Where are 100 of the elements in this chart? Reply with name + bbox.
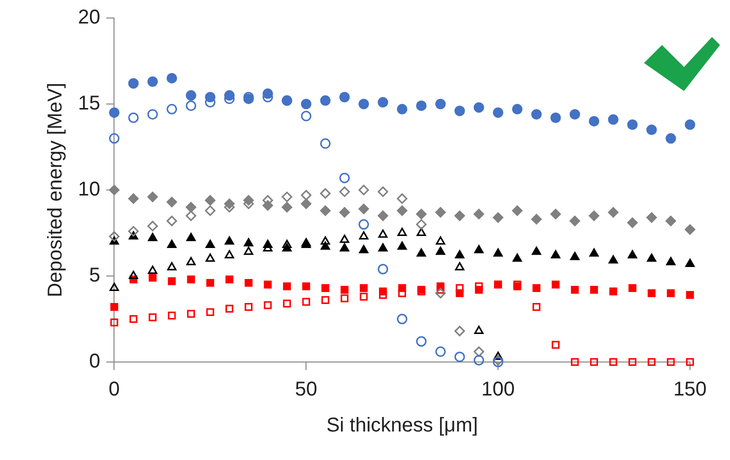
point (512, 205, 523, 216)
point (243, 195, 254, 206)
point (474, 346, 484, 357)
point (570, 286, 579, 294)
point (552, 280, 560, 289)
point (532, 303, 540, 311)
point (686, 358, 694, 366)
point (570, 358, 579, 366)
point (128, 78, 139, 89)
point (396, 314, 408, 324)
point (167, 240, 176, 248)
point (627, 119, 638, 130)
point (436, 236, 446, 245)
point (646, 124, 657, 136)
point (435, 207, 446, 218)
point (493, 352, 503, 360)
point (108, 133, 120, 144)
point (648, 358, 656, 366)
point (224, 250, 234, 258)
point (110, 318, 118, 326)
point (608, 114, 618, 125)
point (282, 192, 292, 202)
point (262, 88, 274, 99)
point (685, 258, 695, 267)
point (609, 358, 618, 366)
point (148, 266, 158, 274)
point (590, 286, 598, 294)
point (666, 289, 675, 298)
point (244, 278, 253, 287)
point (168, 312, 176, 320)
point (148, 274, 157, 282)
point (244, 246, 254, 255)
point (416, 228, 426, 236)
point (492, 107, 504, 118)
point (358, 98, 369, 110)
point (224, 90, 235, 101)
point (570, 252, 580, 260)
point (379, 288, 387, 296)
point (474, 102, 484, 113)
point (320, 138, 331, 149)
point (302, 240, 311, 248)
point (339, 92, 350, 102)
point (436, 246, 446, 255)
point (282, 240, 292, 248)
point (186, 232, 196, 242)
point (204, 205, 216, 216)
point (187, 310, 195, 318)
y-tick-label: 15 (78, 92, 100, 115)
point (225, 304, 234, 313)
point (360, 292, 368, 301)
point (512, 254, 522, 262)
point (646, 212, 657, 223)
point (684, 119, 696, 130)
point (110, 303, 118, 311)
point (147, 109, 158, 120)
point (666, 133, 676, 144)
point (339, 207, 350, 218)
point (628, 284, 636, 292)
point (300, 98, 312, 110)
point (186, 90, 196, 101)
point (283, 282, 291, 290)
point (167, 262, 176, 270)
point (608, 207, 618, 218)
point (378, 186, 388, 197)
point (340, 286, 348, 294)
point (128, 226, 139, 237)
point (187, 276, 195, 284)
point (531, 109, 542, 120)
point (262, 200, 274, 211)
y-axis-title: Deposited energy [MeV] (44, 82, 67, 298)
point (512, 104, 523, 114)
point (608, 255, 618, 264)
point (474, 286, 483, 294)
point (186, 100, 196, 111)
point (225, 276, 234, 284)
point (570, 216, 580, 226)
point (166, 196, 178, 208)
y-tick-label: 0 (89, 350, 100, 373)
point (666, 358, 675, 366)
point (684, 224, 696, 235)
x-tick-label: 150 (673, 378, 707, 401)
point (456, 284, 464, 292)
point (435, 346, 446, 357)
x-axis-title: Si thickness [μm] (326, 414, 478, 437)
point (244, 303, 253, 311)
point (204, 195, 216, 206)
point (550, 112, 561, 124)
point (206, 254, 215, 262)
x-tick-label: 100 (481, 378, 515, 401)
point (416, 208, 427, 220)
point (168, 277, 176, 286)
point (339, 186, 350, 197)
point (148, 313, 157, 322)
point (206, 308, 214, 316)
point (686, 290, 694, 299)
point (646, 254, 656, 262)
point (532, 284, 540, 292)
point (340, 294, 348, 302)
point (360, 284, 368, 292)
point (416, 100, 427, 111)
